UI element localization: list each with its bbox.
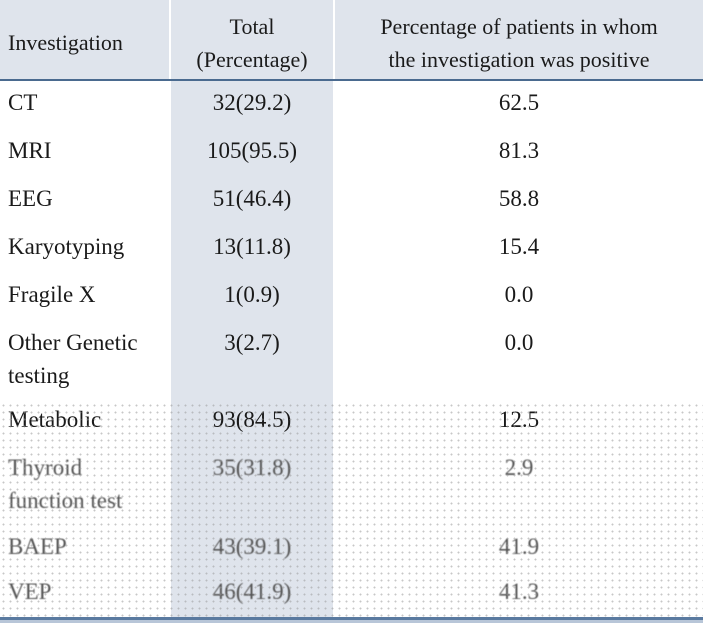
row-total: 43(39.1): [212, 534, 292, 559]
row-total: 51(46.4): [212, 186, 292, 211]
row-investigation: BAEP: [8, 534, 67, 559]
row-positive: 62.5: [498, 90, 540, 115]
row-total: 46(41.9): [212, 579, 292, 604]
row-total: 35(31.8): [212, 455, 292, 480]
row-total: 32(29.2): [212, 90, 292, 115]
bottom-rule: [0, 617, 703, 620]
row-investigation: Fragile X: [8, 282, 96, 307]
row-positive: 41.9: [498, 534, 540, 559]
row-positive: 58.8: [498, 186, 540, 211]
header-rule: [0, 79, 703, 81]
row-investigation: EEG: [8, 186, 53, 211]
row-investigation: CT: [8, 90, 38, 115]
row-positive: 81.3: [498, 138, 540, 163]
row-positive: 15.4: [498, 234, 540, 259]
row-investigation-line2: testing: [8, 363, 70, 388]
row-investigation: Karyotyping: [8, 234, 125, 259]
row-total: 93(84.5): [212, 407, 292, 432]
row-total: 13(11.8): [213, 234, 291, 259]
row-positive: 2.9: [504, 455, 534, 480]
header-investigation: Investigation: [8, 30, 123, 55]
row-investigation: Thyroid: [8, 455, 83, 480]
header-positive-line2: the investigation was positive: [388, 47, 650, 72]
header-separator: [169, 0, 171, 79]
row-positive: 0.0: [504, 330, 534, 355]
row-positive: 0.0: [504, 282, 534, 307]
row-investigation: Other Genetic: [8, 330, 138, 355]
row-investigation: MRI: [8, 138, 52, 163]
row-investigation-line2: function test: [8, 488, 123, 513]
header-total-line1: Total: [229, 14, 275, 39]
row-total: 1(0.9): [224, 282, 280, 307]
row-total: 3(2.7): [224, 330, 280, 355]
row-total: 105(95.5): [206, 138, 298, 163]
header-positive-line1: Percentage of patients in whom: [380, 14, 658, 39]
row-positive: 12.5: [498, 407, 540, 432]
bottom-rule-secondary: [0, 620, 703, 623]
row-positive: 41.3: [498, 579, 540, 604]
header-total-line2: (Percentage): [196, 47, 308, 72]
table-header-background: [0, 0, 703, 79]
row-investigation: Metabolic: [8, 407, 102, 432]
row-investigation: VEP: [8, 579, 52, 604]
header-separator: [333, 0, 335, 79]
